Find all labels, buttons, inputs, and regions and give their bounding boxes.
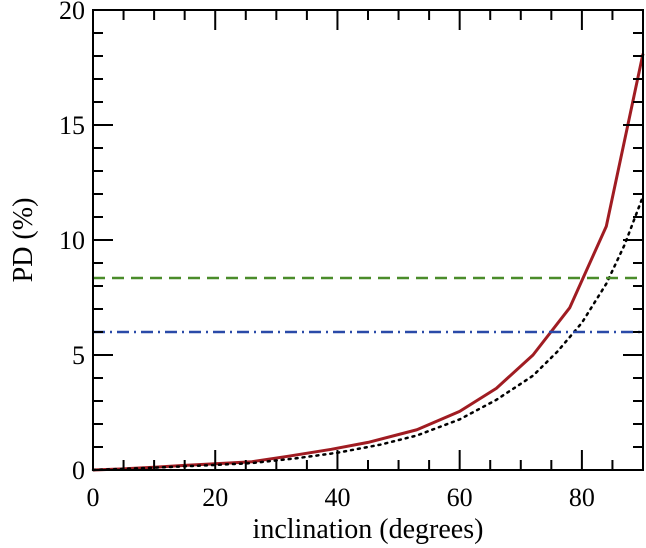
label-layer: 0 20 40 60 80 0 5 10 15 20 xyxy=(59,0,595,512)
plot-frame xyxy=(92,9,644,471)
y-tick-label: 0 xyxy=(72,456,85,485)
y-axis-label: PD (%) xyxy=(8,198,39,283)
x-axis-label: inclination (degrees) xyxy=(253,514,484,545)
series-line-solid xyxy=(92,53,645,472)
x-tick-label: 20 xyxy=(202,483,228,512)
series-line-dotted xyxy=(91,195,645,472)
tick-layer xyxy=(92,9,644,471)
series-layer xyxy=(91,53,645,472)
y-tick-label: 15 xyxy=(59,111,85,140)
x-tick-label: 80 xyxy=(569,483,595,512)
x-tick-label: 40 xyxy=(324,483,350,512)
x-tick-label: 0 xyxy=(87,483,100,512)
y-tick-label: 10 xyxy=(59,226,85,255)
x-tick-label: 60 xyxy=(447,483,473,512)
y-tick-label: 5 xyxy=(72,341,85,370)
y-tick-label: 20 xyxy=(59,0,85,25)
